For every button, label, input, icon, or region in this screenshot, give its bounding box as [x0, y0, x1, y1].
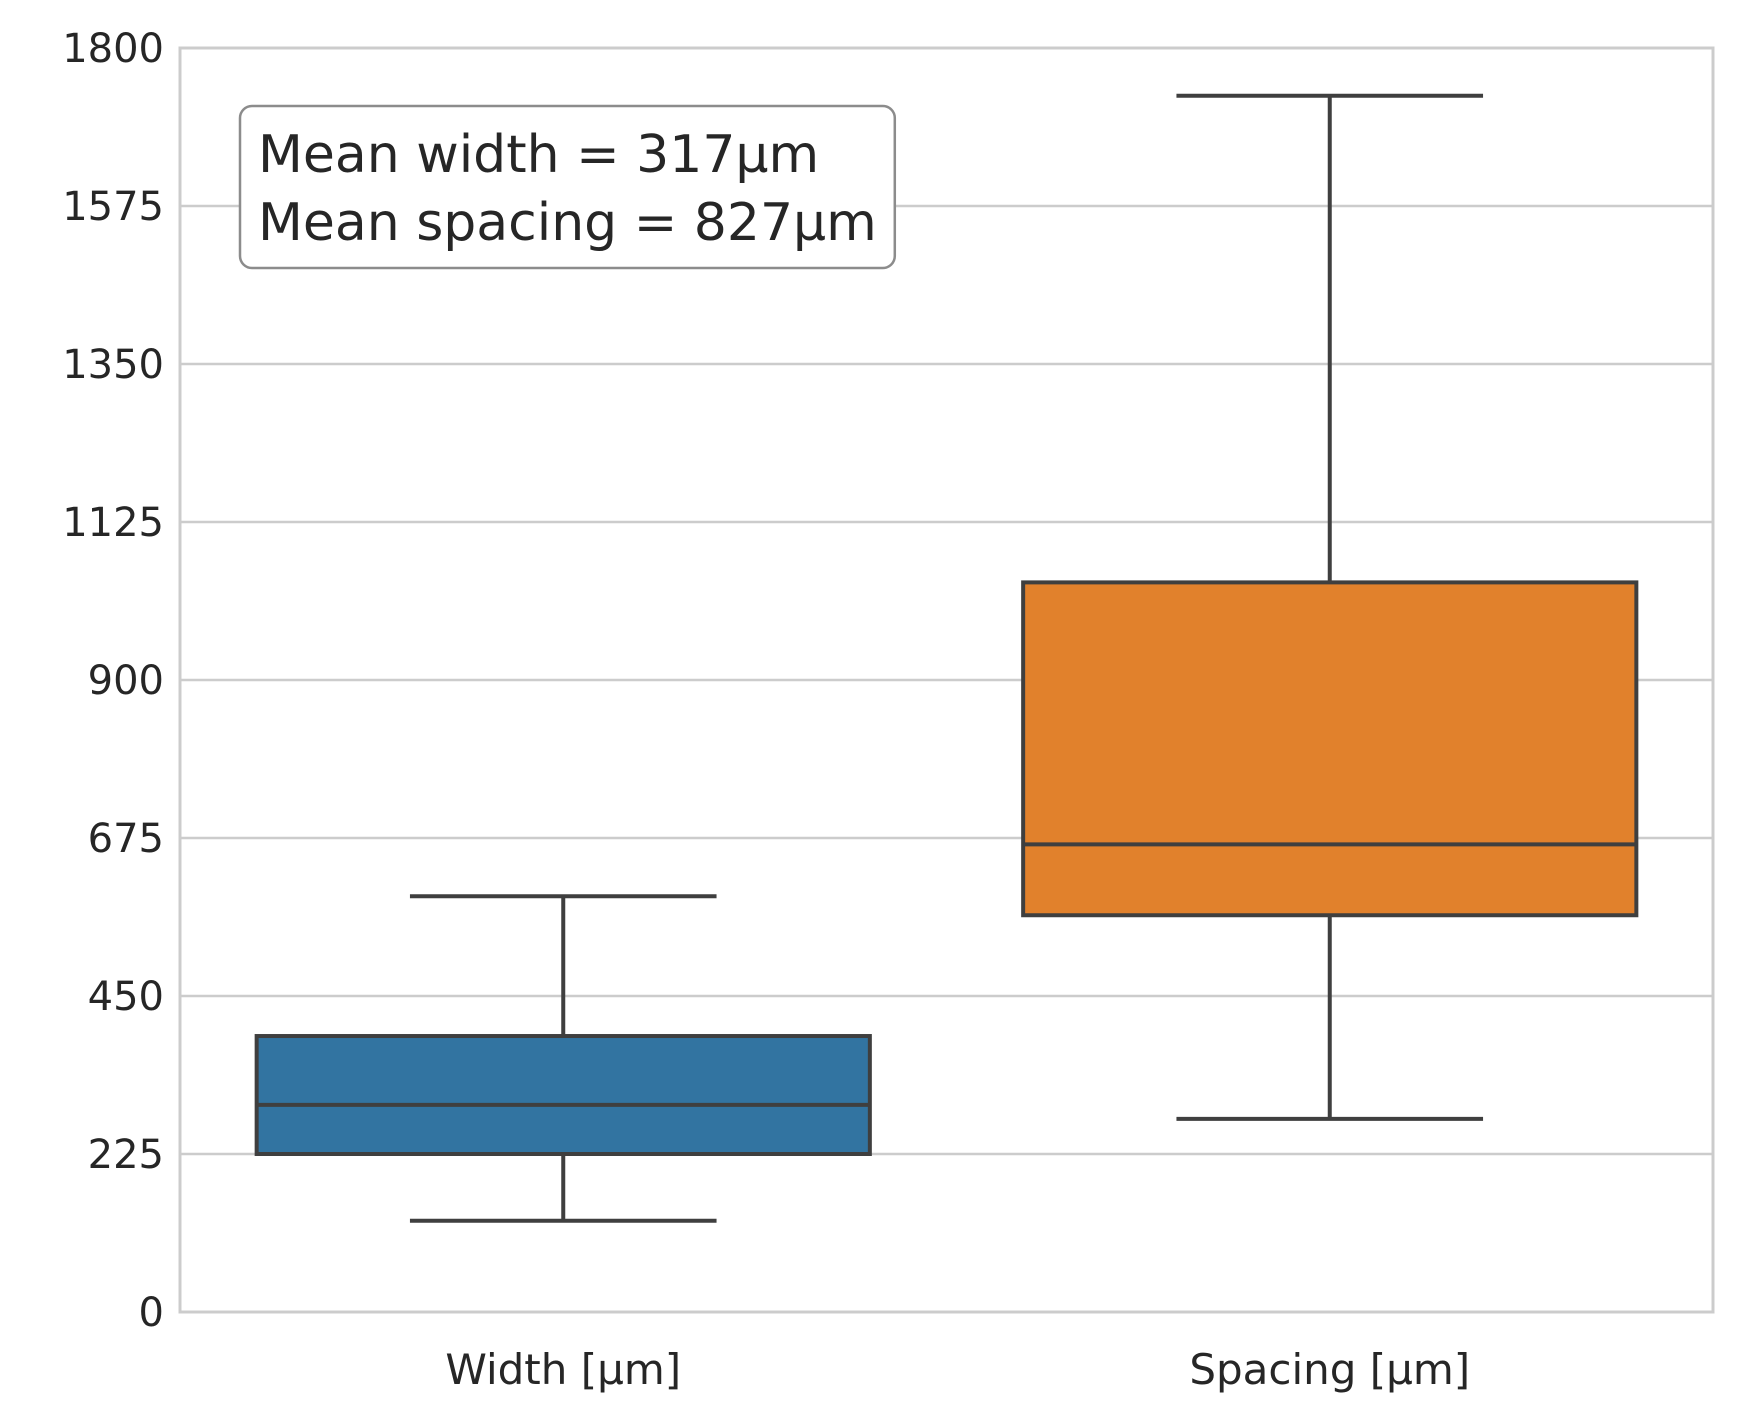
- y-tick-label: 1800: [62, 26, 164, 72]
- y-tick-label: 900: [88, 658, 164, 704]
- x-tick-label: Width [μm]: [445, 1345, 681, 1394]
- y-tick-label: 450: [88, 974, 164, 1020]
- y-tick-label: 675: [88, 816, 164, 862]
- y-tick-label: 1125: [62, 500, 164, 546]
- y-axis-ticks: 0 225 450 675 900 1125 1350 1575 1800: [62, 26, 164, 1336]
- x-axis-ticks: Width [μm] Spacing [μm]: [445, 1345, 1470, 1394]
- box-1: [1021, 93, 1639, 1121]
- annotation-mean-width: Mean width = 317μm: [258, 125, 819, 185]
- y-tick-label: 1350: [62, 342, 164, 388]
- annotation-box: Mean width = 317μm Mean spacing = 827μm: [238, 104, 897, 270]
- iqr-box: [1021, 580, 1639, 918]
- y-tick-label: 0: [139, 1290, 164, 1336]
- y-tick-label: 225: [88, 1132, 164, 1178]
- iqr-box: [254, 1034, 872, 1156]
- annotation-frame: [238, 104, 897, 270]
- plot-area: [178, 46, 1715, 1314]
- box-0: [254, 894, 872, 1223]
- x-tick-label: Spacing [μm]: [1189, 1345, 1470, 1394]
- boxes: [254, 93, 1639, 1223]
- annotation-mean-spacing: Mean spacing = 827μm: [258, 193, 877, 253]
- y-tick-label: 1575: [62, 184, 164, 230]
